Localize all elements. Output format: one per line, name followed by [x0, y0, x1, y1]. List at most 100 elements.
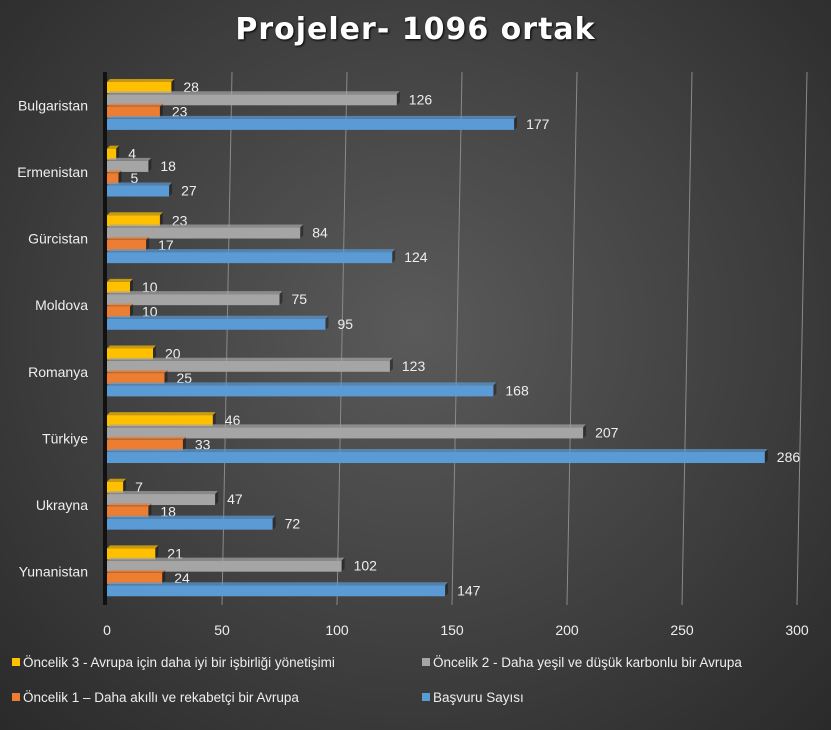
bar-side	[215, 491, 219, 506]
bar-top	[107, 478, 127, 482]
bar-top	[107, 515, 276, 519]
bar-top	[107, 449, 768, 453]
bar-top	[107, 315, 329, 319]
bar-side	[272, 515, 276, 530]
category-label: Türkiye	[42, 430, 88, 446]
bar-side	[153, 345, 156, 360]
bar-side	[171, 79, 175, 93]
category-label: Bulgaristan	[18, 97, 88, 113]
legend-swatch	[422, 658, 430, 666]
data-label: 10	[142, 303, 158, 319]
bar	[107, 494, 216, 506]
bar-top	[107, 424, 587, 428]
bar-top	[107, 103, 163, 107]
bar	[107, 173, 119, 185]
bar-top	[107, 357, 393, 361]
bar-top	[107, 182, 173, 186]
bar	[107, 385, 494, 397]
gridline	[451, 71, 463, 606]
bar	[107, 415, 213, 427]
data-label: 177	[526, 116, 550, 132]
bar	[107, 227, 301, 239]
bar-side	[389, 357, 393, 372]
x-tick-label: 200	[555, 622, 579, 638]
bar-top	[107, 236, 150, 240]
data-label: 18	[160, 503, 176, 519]
data-label: 286	[777, 449, 801, 465]
gridline	[681, 71, 693, 606]
legend-item-basvuru: Başvuru Sayısı	[422, 690, 524, 705]
chart-title: Projeler- 1096 ortak	[235, 12, 596, 47]
data-label: 21	[167, 545, 183, 561]
data-label: 33	[195, 437, 211, 453]
bar-side	[764, 449, 768, 464]
data-label: 84	[312, 225, 328, 241]
data-label: 27	[181, 183, 197, 199]
bar-top	[107, 212, 163, 216]
bar	[107, 518, 273, 530]
bar-top	[107, 345, 156, 349]
x-tick-label: 250	[670, 622, 694, 638]
data-label: 168	[505, 382, 529, 398]
legend-label: Başvuru Sayısı	[433, 690, 524, 705]
data-label: 126	[409, 91, 433, 107]
bar-side	[130, 303, 133, 318]
bar	[107, 439, 183, 451]
data-label: 102	[354, 558, 378, 574]
data-label: 46	[225, 412, 241, 428]
bar-top	[107, 157, 152, 161]
bar	[107, 306, 130, 318]
data-label: 25	[177, 370, 193, 386]
data-label: 47	[227, 491, 243, 507]
bar-side	[159, 103, 163, 118]
bar-top	[107, 370, 168, 374]
bar-top	[107, 545, 159, 549]
bar-side	[164, 370, 168, 385]
bar-side	[182, 436, 186, 451]
data-label: 20	[165, 346, 181, 362]
bar-side	[583, 424, 587, 439]
bar-side	[155, 545, 159, 560]
bar-side	[445, 582, 449, 597]
legend-item-oncelik1: Öncelik 1 – Daha akıllı ve rekabetçi bir…	[12, 690, 299, 705]
data-label: 23	[172, 104, 188, 120]
data-label: 75	[292, 291, 308, 307]
bar	[107, 106, 160, 118]
bar	[107, 281, 130, 293]
bar-side	[118, 170, 122, 185]
bar	[107, 481, 124, 493]
bar	[107, 373, 165, 385]
data-label: 18	[160, 158, 176, 174]
bar-side	[396, 91, 400, 106]
data-label: 147	[457, 582, 481, 598]
bar-side	[514, 115, 518, 130]
bar	[107, 185, 170, 197]
bar	[107, 294, 280, 306]
bar-top	[107, 224, 304, 228]
bar	[107, 427, 584, 439]
legend-swatch	[12, 658, 20, 666]
bar	[107, 252, 393, 264]
bar-side	[279, 291, 283, 306]
bar-top	[107, 170, 122, 174]
data-label: 17	[158, 237, 174, 253]
data-label: 7	[135, 479, 143, 495]
bar-top	[107, 491, 219, 495]
bar-top	[107, 278, 133, 282]
legend-item-oncelik3: Öncelik 3 - Avrupa için daha iyi bir işb…	[12, 655, 335, 670]
bar-side	[169, 182, 173, 197]
data-label: 124	[404, 249, 428, 265]
bar	[107, 239, 147, 251]
bar-side	[162, 569, 166, 584]
bar-top	[107, 145, 120, 149]
data-label: 72	[285, 516, 301, 532]
bar	[107, 506, 149, 518]
bar-side	[146, 236, 150, 251]
bar	[107, 560, 342, 572]
bar-side	[325, 315, 329, 330]
bar	[107, 82, 172, 93]
bar-top	[107, 436, 186, 440]
gridline	[336, 71, 348, 606]
bar-top	[107, 569, 166, 573]
